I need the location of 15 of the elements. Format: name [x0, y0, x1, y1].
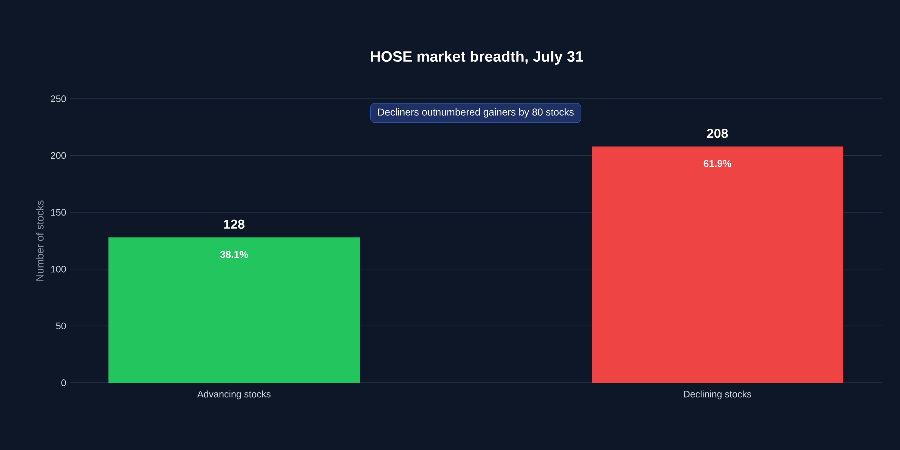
y-tick-label: 100 [51, 266, 66, 273]
data-label: 128 [224, 220, 245, 230]
y-tick-label: 250 [51, 96, 66, 102]
x-tick-label: Advancing stocks [198, 390, 271, 400]
y-tick-label: 0 [62, 380, 66, 386]
y-tick-label: 50 [56, 322, 66, 330]
y-tick-label: 200 [51, 152, 66, 160]
y-axis-title: Number of stocks [36, 200, 44, 281]
annotation: 61.9% [704, 160, 732, 168]
data-label: 208 [707, 129, 728, 138]
chart-title: HOSE market breadth, July 31 [371, 51, 584, 65]
x-tick-label: Declining stocks [684, 390, 752, 400]
annotation: Decliners outnumbered gainers by 80 stocks [378, 108, 574, 118]
annotation: 38.1% [220, 251, 248, 258]
y-tick-label: 150 [51, 209, 66, 216]
